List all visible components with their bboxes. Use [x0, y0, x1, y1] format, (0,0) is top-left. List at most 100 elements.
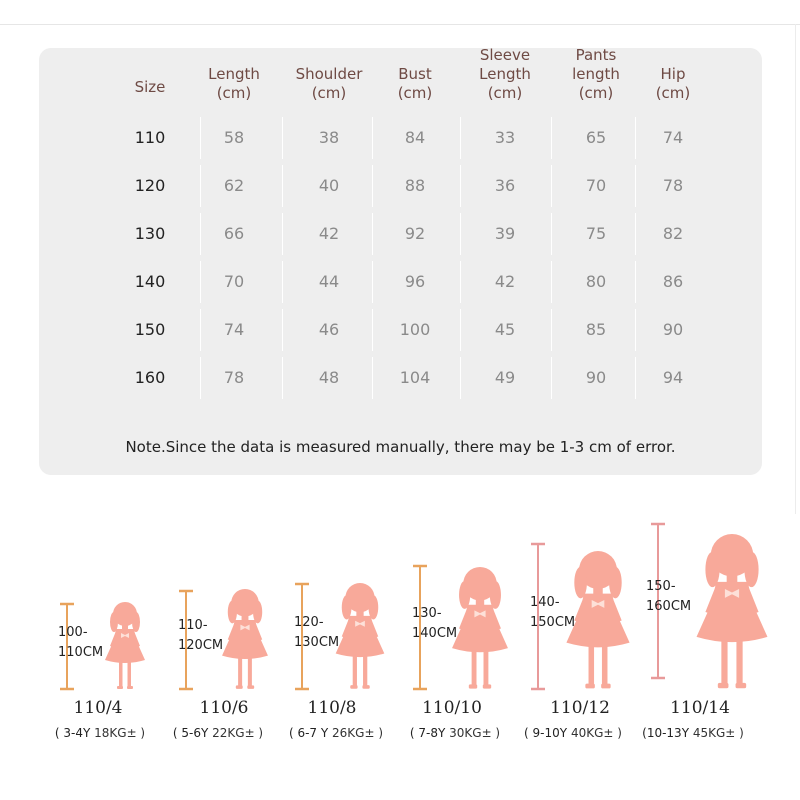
top-divider	[0, 24, 800, 25]
header-line: (cm)	[216, 84, 252, 102]
girl-foot	[350, 685, 358, 689]
header-line: (cm)	[655, 84, 691, 102]
table-cell-bust: 88	[404, 176, 426, 195]
cell-separator	[460, 213, 461, 255]
header-line: (cm)	[487, 84, 523, 102]
girl-arm	[574, 596, 587, 623]
cell-separator	[372, 357, 373, 399]
size-label: 110/4	[73, 698, 123, 718]
table-cell-pants-length: 80	[585, 272, 607, 291]
table-cell-length: 58	[223, 128, 245, 147]
cell-separator	[634, 357, 636, 399]
cell-separator	[550, 357, 552, 399]
cell-separator	[200, 357, 201, 399]
height-range-bottom: 160CM	[646, 599, 692, 614]
age-weight-label: ( 9-10Y 40KG± )	[513, 726, 633, 740]
height-range-label: 110- 120CM	[178, 616, 223, 656]
girl-arm	[227, 622, 237, 641]
table-cell-pants-length: 85	[585, 320, 607, 339]
height-range-bottom: 150CM	[530, 614, 576, 630]
cell-separator	[200, 261, 201, 303]
table-cell-pants-length: 65	[585, 128, 607, 147]
cell-separator	[634, 165, 636, 207]
height-range-top: 130-	[412, 605, 442, 621]
cell-separator	[200, 117, 201, 159]
table-cell-shoulder: 38	[318, 128, 340, 147]
girl-hair	[132, 612, 140, 632]
girl-leg	[588, 645, 595, 686]
girl-leg	[601, 645, 608, 686]
cell-separator	[372, 309, 373, 351]
girl-foot	[127, 686, 133, 689]
girl-leg	[483, 650, 489, 686]
table-cell-sleeve-length: 42	[494, 272, 516, 291]
girl-foot	[235, 685, 243, 689]
table-cell-length: 74	[223, 320, 245, 339]
table-cell-bust: 96	[404, 272, 426, 291]
girl-arm	[705, 585, 720, 614]
size-table-panel	[39, 48, 762, 475]
height-range-bottom: 130CM	[294, 634, 340, 650]
size-label: 110/10	[422, 698, 482, 718]
girl-leg	[471, 650, 477, 686]
header-length: Length (cm)	[184, 65, 284, 103]
table-cell-pants-length: 75	[585, 224, 607, 243]
girl-foot	[117, 686, 123, 689]
girl-hair	[110, 612, 118, 632]
cell-separator	[634, 213, 636, 255]
cell-separator	[372, 261, 373, 303]
height-range-label: 150- 160CM	[646, 577, 691, 617]
girl-hair	[609, 566, 622, 599]
girl-hair	[253, 600, 263, 624]
girl-neck	[726, 573, 738, 584]
girl-hair	[489, 580, 501, 609]
girl-head	[113, 602, 137, 626]
cell-separator	[550, 309, 552, 351]
table-cell-bust: 84	[404, 128, 426, 147]
table-cell-hip: 74	[662, 128, 684, 147]
girl-arm	[110, 631, 118, 647]
cell-separator	[460, 357, 461, 399]
age-weight-label: ( 7-8Y 30KG± )	[395, 726, 515, 740]
girl-leg	[363, 655, 368, 687]
row-size-label: 110	[134, 128, 166, 147]
girl-head	[345, 583, 375, 613]
cell-separator	[634, 261, 636, 303]
table-cell-sleeve-length: 49	[494, 368, 516, 387]
header-line: Pants	[575, 46, 617, 64]
row-size-label: 130	[134, 224, 166, 243]
girl-hair	[574, 566, 587, 599]
girl-silhouette-icon	[105, 602, 145, 689]
girl-bow	[724, 588, 740, 598]
table-cell-hip: 86	[662, 272, 684, 291]
header-sleeve-length: Sleeve Length (cm)	[455, 46, 555, 103]
weight: 18KG± )	[94, 726, 146, 740]
girl-leg	[127, 662, 131, 687]
girl-silhouette-icon	[222, 589, 268, 689]
height-range-top: 120-	[294, 614, 324, 630]
girl-foot	[735, 682, 747, 689]
girl-arm	[459, 607, 471, 630]
table-cell-length: 78	[223, 368, 245, 387]
table-cell-bust: 104	[399, 368, 431, 387]
girl-head	[579, 551, 617, 589]
cell-separator	[281, 165, 283, 207]
age-weight-label: ( 6-7 Y 26KG± )	[276, 726, 396, 740]
girl-arm	[368, 618, 379, 638]
row-size-label: 150	[134, 320, 166, 339]
header-shoulder: Shoulder (cm)	[279, 65, 379, 103]
girl-leg	[238, 657, 243, 687]
girl-neck	[241, 614, 249, 622]
cell-separator	[281, 213, 283, 255]
weight: 26KG± )	[332, 726, 384, 740]
header-hip: Hip (cm)	[623, 65, 723, 103]
header-pants-length: Pants length (cm)	[546, 46, 646, 103]
cell-separator	[372, 117, 373, 159]
table-cell-length: 62	[223, 176, 245, 195]
measurement-note: Note.Since the data is measured manually…	[125, 438, 676, 456]
girl-arm	[341, 618, 352, 638]
header-line: (cm)	[311, 84, 347, 102]
girl-silhouette-icon	[452, 567, 508, 689]
girl-hair	[744, 551, 759, 588]
girl-head	[463, 567, 497, 601]
